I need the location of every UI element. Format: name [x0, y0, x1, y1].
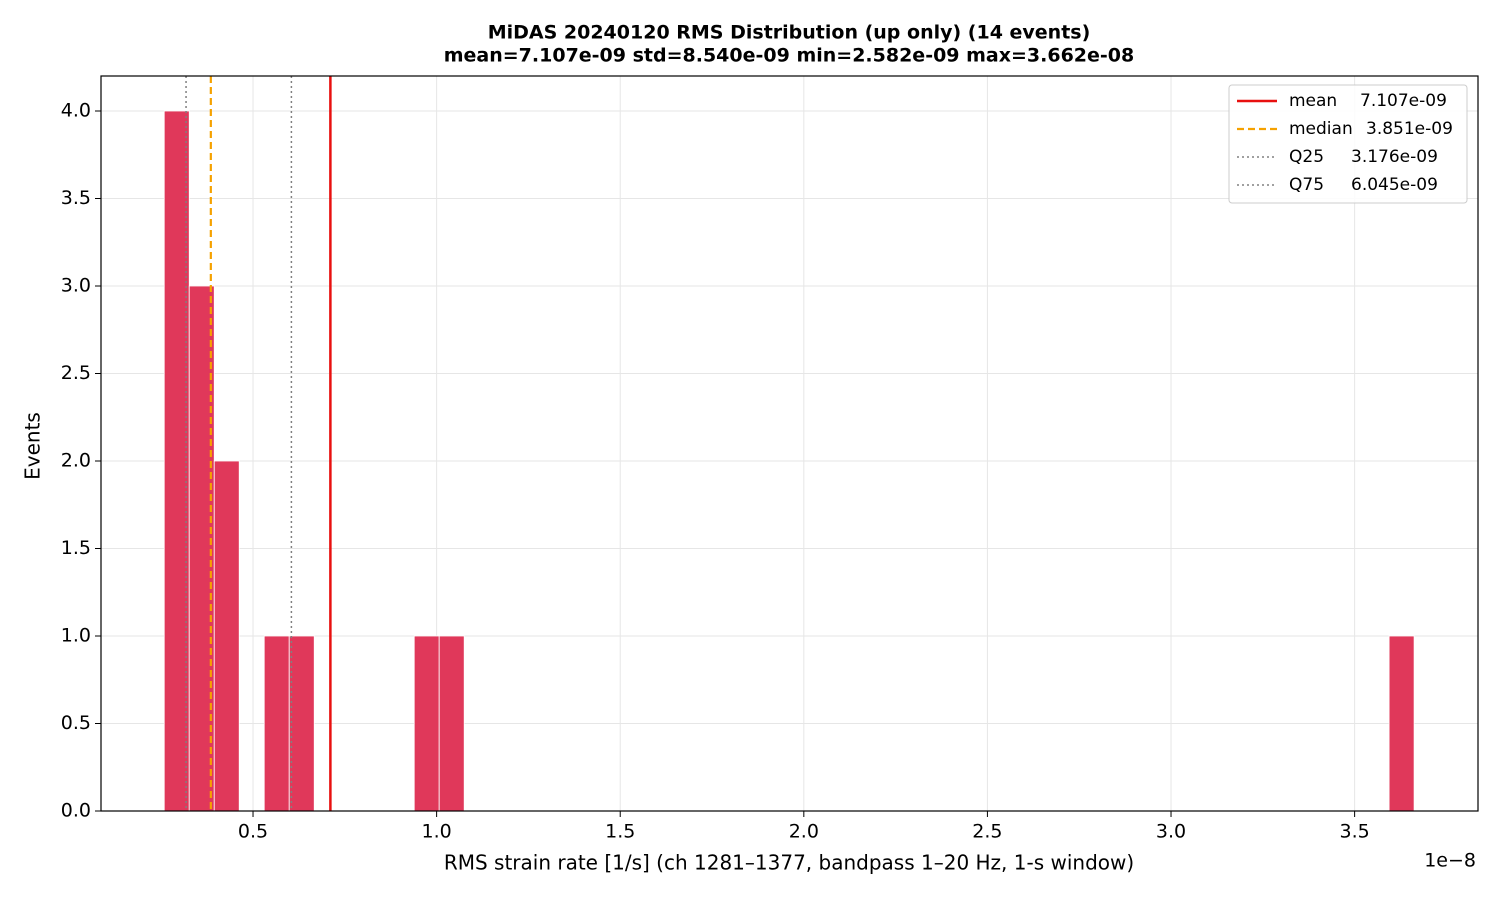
- y-tick-label: 4.0: [61, 100, 91, 122]
- y-tick-label: 0.5: [61, 712, 91, 734]
- x-axis-label: RMS strain rate [1/s] (ch 1281–1377, ban…: [444, 851, 1134, 875]
- legend-value: 6.045e-09: [1351, 175, 1438, 195]
- bar: [163, 110, 190, 812]
- x-tick-label: 0.5: [238, 821, 268, 843]
- legend-value: 7.107e-09: [1360, 91, 1447, 111]
- bar: [263, 635, 290, 812]
- y-axis-label: Events: [21, 412, 45, 480]
- x-tick-label: 3.5: [1340, 821, 1370, 843]
- x-tick-label: 1.5: [605, 821, 635, 843]
- bar: [438, 635, 465, 812]
- legend-box: [1228, 84, 1468, 204]
- plot-frame: [100, 75, 1479, 812]
- y-tick-label: 3.0: [61, 275, 91, 297]
- y-tick-label: 1.5: [61, 537, 91, 559]
- chart-title: MiDAS 20240120 RMS Distribution (up only…: [488, 22, 1091, 44]
- legend-value: 3.851e-09: [1366, 119, 1453, 139]
- bar: [288, 635, 315, 812]
- legend-name: Q75: [1289, 175, 1324, 195]
- y-tick-label: 2.0: [61, 450, 91, 472]
- y-tick-label: 2.5: [61, 362, 91, 384]
- legend-name: mean: [1289, 91, 1337, 111]
- x-tick-label: 2.0: [789, 821, 819, 843]
- x-tick-label: 1.0: [422, 821, 452, 843]
- x-offset-label: 1e−8: [1424, 850, 1476, 872]
- x-tick-label: 2.5: [972, 821, 1002, 843]
- y-tick-label: 3.5: [61, 187, 91, 209]
- chart-subtitle: mean=7.107e-09 std=8.540e-09 min=2.582e-…: [444, 45, 1135, 67]
- bar: [213, 460, 240, 812]
- bar: [413, 635, 440, 812]
- bar: [1388, 635, 1415, 812]
- y-tick-label: 1.0: [61, 625, 91, 647]
- legend-name: Q25: [1289, 147, 1324, 167]
- legend: mean 7.107e-09 median 3.851e-09 Q25 3.176e-09…: [1228, 84, 1468, 204]
- x-tick-label: 3.0: [1156, 821, 1186, 843]
- legend-name: median: [1289, 119, 1353, 139]
- legend-value: 3.176e-09: [1351, 147, 1438, 167]
- y-tick-label: 0.0: [61, 800, 91, 822]
